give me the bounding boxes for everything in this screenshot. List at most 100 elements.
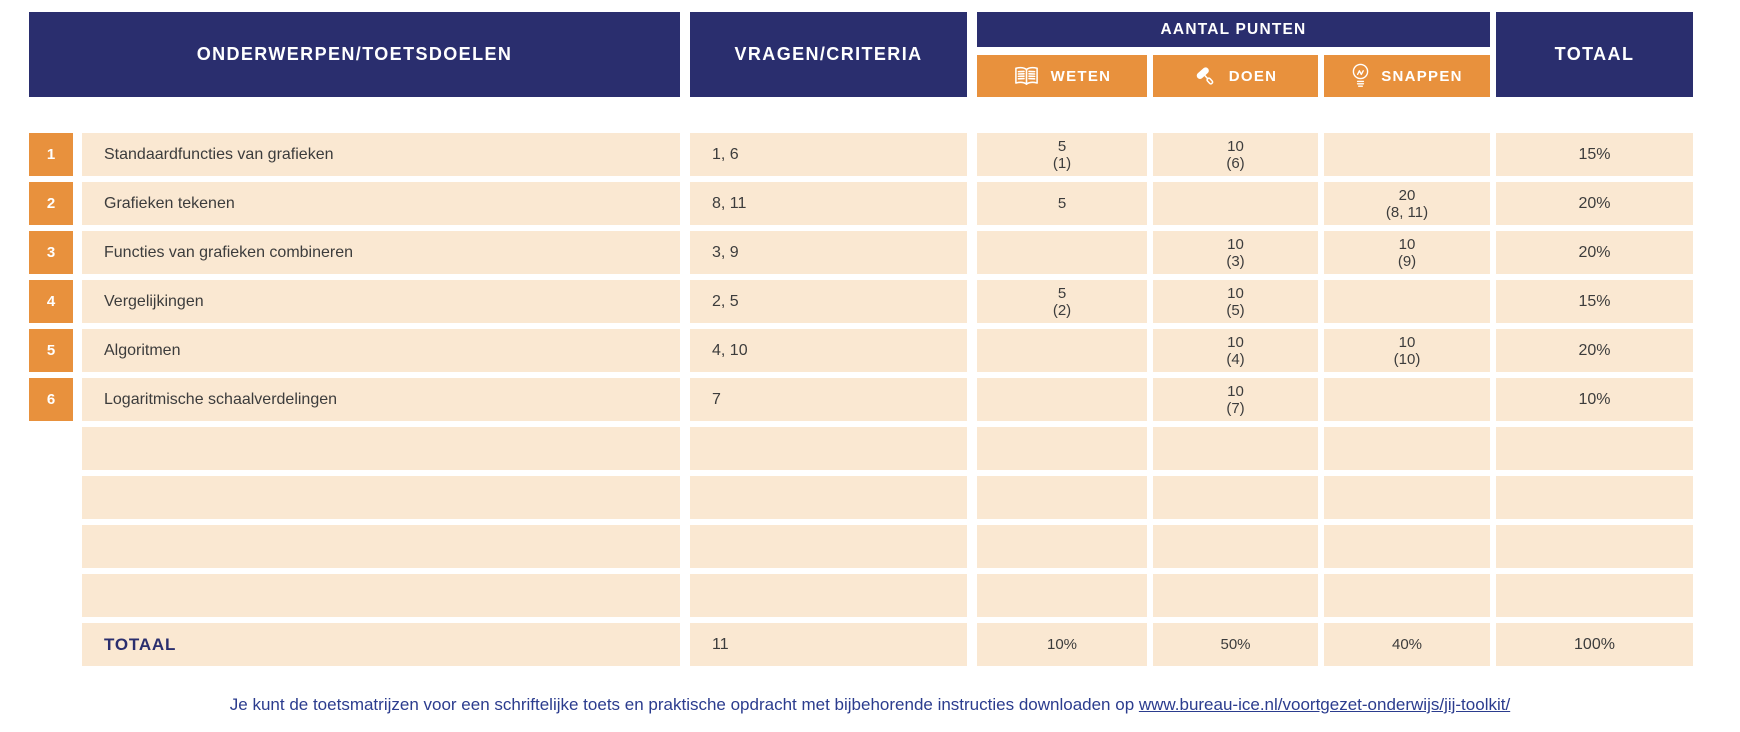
cell-onderwerp — [82, 427, 680, 470]
cell-totaal: 15% — [1496, 133, 1693, 176]
cell-totaal — [1496, 427, 1693, 470]
header-doen-label: DOEN — [1228, 67, 1278, 85]
cell-vragen: 1, 6 — [690, 133, 967, 176]
cell-onderwerp — [82, 476, 680, 519]
cell-snappen — [1324, 280, 1490, 323]
cell-snappen — [1324, 574, 1490, 617]
totals-row: TOTAAL 11 10% 50% 40% 100% — [29, 623, 1740, 666]
cell-vragen: 3, 9 — [690, 231, 967, 274]
row-number-badge: 4 — [29, 280, 73, 323]
open-book-icon — [1013, 66, 1040, 87]
cell-snappen — [1324, 525, 1490, 568]
light-bulb-icon — [1351, 62, 1370, 90]
cell-weten: 5 (1) — [977, 133, 1147, 176]
table-row: 2 Grafieken tekenen 8, 11 5 20 (8, 11) 20… — [29, 182, 1740, 225]
cell-totaal: 20% — [1496, 231, 1693, 274]
cell-doen — [1153, 427, 1318, 470]
cell-onderwerp: Grafieken tekenen — [82, 182, 680, 225]
cell-weten: 5 (2) — [977, 280, 1147, 323]
row-number-badge: 6 — [29, 378, 73, 421]
cell-doen: 10 (5) — [1153, 280, 1318, 323]
cell-vragen: 4, 10 — [690, 329, 967, 372]
paint-roller-icon — [1194, 64, 1218, 88]
cell-totaal: 20% — [1496, 329, 1693, 372]
header-aantal-punten-group: AANTAL PUNTEN — [977, 12, 1490, 97]
cell-snappen: 10 (9) — [1324, 231, 1490, 274]
cell-snappen — [1324, 133, 1490, 176]
header-subcolumns: WETEN DOEN — [977, 55, 1490, 97]
header-doen: DOEN — [1153, 55, 1318, 97]
cell-weten — [977, 476, 1147, 519]
table-row: 5 Algoritmen 4, 10 10 (4) 10 (10) 20% — [29, 329, 1740, 372]
cell-weten: 5 — [977, 182, 1147, 225]
header-weten-label: WETEN — [1050, 67, 1112, 85]
cell-vragen: 7 — [690, 378, 967, 421]
table-row: 3 Functies van grafieken combineren 3, 9… — [29, 231, 1740, 274]
cell-snappen — [1324, 476, 1490, 519]
cell-doen: 10 (6) — [1153, 133, 1318, 176]
cell-onderwerp: Standaardfuncties van grafieken — [82, 133, 680, 176]
cell-vragen — [690, 476, 967, 519]
cell-snappen — [1324, 378, 1490, 421]
cell-weten — [977, 574, 1147, 617]
cell-doen — [1153, 574, 1318, 617]
cell-totaal — [1496, 574, 1693, 617]
totals-totaal: 100% — [1496, 623, 1693, 666]
totals-snappen: 40% — [1324, 623, 1490, 666]
header-aantal-punten: AANTAL PUNTEN — [977, 12, 1490, 47]
cell-weten — [977, 329, 1147, 372]
header-vragen-criteria: VRAGEN/CRITERIA — [690, 12, 967, 97]
header-snappen-label: SNAPPEN — [1381, 67, 1463, 85]
row-number-badge: 5 — [29, 329, 73, 372]
header-snappen: SNAPPEN — [1324, 55, 1490, 97]
cell-vragen — [690, 427, 967, 470]
table-row: 6 Logaritmische schaalverdelingen 7 10 (7… — [29, 378, 1740, 421]
cell-weten — [977, 231, 1147, 274]
cell-onderwerp: Logaritmische schaalverdelingen — [82, 378, 680, 421]
empty-table-row — [29, 574, 1740, 617]
row-number-badge: 2 — [29, 182, 73, 225]
cell-onderwerp: Algoritmen — [82, 329, 680, 372]
table-row: 4 Vergelijkingen 2, 5 5 (2) 10 (5) 15% — [29, 280, 1740, 323]
cell-totaal — [1496, 476, 1693, 519]
cell-snappen — [1324, 427, 1490, 470]
table-header: ONDERWERPEN/TOETSDOELEN VRAGEN/CRITERIA … — [29, 12, 1740, 97]
cell-snappen: 20 (8, 11) — [1324, 182, 1490, 225]
empty-table-row — [29, 525, 1740, 568]
cell-snappen: 10 (10) — [1324, 329, 1490, 372]
cell-weten — [977, 525, 1147, 568]
cell-totaal — [1496, 525, 1693, 568]
cell-doen: 10 (4) — [1153, 329, 1318, 372]
table-body: 1 Standaardfuncties van grafieken 1, 6 5… — [0, 133, 1740, 617]
cell-doen: 10 (7) — [1153, 378, 1318, 421]
cell-totaal: 10% — [1496, 378, 1693, 421]
cell-doen — [1153, 476, 1318, 519]
cell-onderwerp — [82, 525, 680, 568]
footer-note: Je kunt de toetsmatrijzen voor een schri… — [0, 695, 1740, 715]
cell-vragen: 2, 5 — [690, 280, 967, 323]
header-weten: WETEN — [977, 55, 1147, 97]
table-row: 1 Standaardfuncties van grafieken 1, 6 5… — [29, 133, 1740, 176]
cell-weten — [977, 378, 1147, 421]
cell-onderwerp — [82, 574, 680, 617]
cell-doen — [1153, 525, 1318, 568]
cell-vragen — [690, 574, 967, 617]
cell-doen — [1153, 182, 1318, 225]
cell-totaal: 15% — [1496, 280, 1693, 323]
header-totaal: TOTAAL — [1496, 12, 1693, 97]
totals-weten: 10% — [977, 623, 1147, 666]
totals-vragen: 11 — [690, 623, 967, 666]
totals-doen: 50% — [1153, 623, 1318, 666]
row-number-badge: 1 — [29, 133, 73, 176]
cell-vragen — [690, 525, 967, 568]
cell-doen: 10 (3) — [1153, 231, 1318, 274]
header-onderwerpen: ONDERWERPEN/TOETSDOELEN — [29, 12, 680, 97]
toolkit-link[interactable]: www.bureau-ice.nl/voortgezet-onderwijs/j… — [1138, 695, 1511, 714]
cell-vragen: 8, 11 — [690, 182, 967, 225]
footer-text: Je kunt de toetsmatrijzen voor een schri… — [229, 695, 1139, 714]
cell-onderwerp: Functies van grafieken combineren — [82, 231, 680, 274]
empty-table-row — [29, 476, 1740, 519]
empty-table-row — [29, 427, 1740, 470]
row-number-badge: 3 — [29, 231, 73, 274]
